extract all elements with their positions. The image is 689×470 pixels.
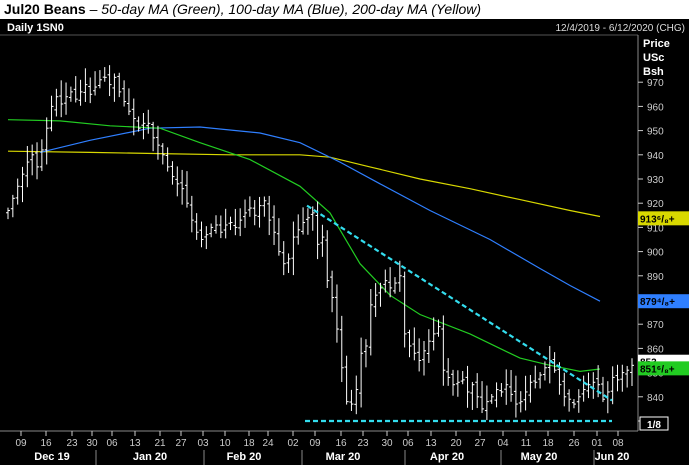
descending-trendline <box>306 204 613 402</box>
month-label: Dec 19 <box>34 451 69 463</box>
chart-title: Jul20 Beans – 50-day MA (Green), 100-day… <box>4 1 481 17</box>
x-tick-label: 27 <box>474 438 486 449</box>
y-tick-label: 920 <box>647 199 664 210</box>
y-tick-label: 910 <box>647 223 664 234</box>
x-tick-label: 13 <box>129 438 141 449</box>
x-tick-label: 30 <box>381 438 393 449</box>
x-tick-label: 24 <box>262 438 274 449</box>
month-label: Apr 20 <box>430 451 464 463</box>
contract-name: Jul20 Beans <box>4 1 86 17</box>
x-tick-label: 06 <box>106 438 118 449</box>
time-axis: 09 16 23 30 06 13 21 27 03 10 18 24 02 09 16 23 30 06 13 20… <box>15 431 629 465</box>
y-tick-label: 930 <box>647 175 664 186</box>
chart-info-strip: Daily 1SN0 12/4/2019 - 6/12/2020 (CHG) <box>0 19 689 36</box>
ma-200-line <box>7 150 601 218</box>
month-label: May 20 <box>521 451 558 463</box>
trendlines <box>305 204 613 423</box>
symbol-label: Daily 1SN0 <box>7 22 64 34</box>
ma-100-tag-text: 879⁴/₈+ <box>640 297 675 308</box>
price-chart[interactable]: Daily 1SN0 12/4/2019 - 6/12/2020 (CHG) P… <box>0 19 689 465</box>
month-label: Mar 20 <box>326 451 361 463</box>
x-tick-label: 20 <box>450 438 462 449</box>
chart-title-bar: Jul20 Beans – 50-day MA (Green), 100-day… <box>0 0 689 19</box>
ma-50-tag-bg <box>638 361 689 376</box>
x-tick-label: 18 <box>243 438 255 449</box>
x-tick-label: 26 <box>568 438 580 449</box>
x-tick-label: 21 <box>154 438 166 449</box>
y-tick-label: 960 <box>647 102 664 113</box>
month-label: Jun 20 <box>595 451 630 463</box>
ma-description: 50-day MA (Green), 100-day MA (Blue), 20… <box>101 1 481 17</box>
corner-box: 1/8 <box>639 416 669 431</box>
ma-200-tag-bg <box>638 211 689 226</box>
x-tick-label: 11 <box>521 438 532 449</box>
month-label: Jan 20 <box>133 451 167 463</box>
x-tick-label: 04 <box>497 438 509 449</box>
y-tick-label: 840 <box>647 393 664 404</box>
month-label: Feb 20 <box>227 451 262 463</box>
x-tick-label: 08 <box>612 438 624 449</box>
title-separator: – <box>85 1 102 17</box>
y-tick-label: 890 <box>647 272 664 283</box>
x-tick-label: 06 <box>402 438 414 449</box>
x-tick-label: 01 <box>591 438 603 449</box>
unit-price: Price <box>643 38 670 50</box>
x-tick-label: 23 <box>357 438 369 449</box>
x-tick-label: 13 <box>425 438 437 449</box>
x-tick-label: 09 <box>309 438 321 449</box>
price-tags: 913⁶/₈+879⁴/₈+853851⁶/₈+ <box>638 211 689 376</box>
x-tick-label: 27 <box>175 438 187 449</box>
y-tick-label: 970 <box>647 78 664 89</box>
x-tick-label: 16 <box>335 438 347 449</box>
x-tick-label: 23 <box>66 438 78 449</box>
x-tick-label: 09 <box>15 438 27 449</box>
x-tick-label: 02 <box>287 438 299 449</box>
x-tick-label: 03 <box>197 438 209 449</box>
price-unit-label: Price USc Bsh <box>643 38 670 78</box>
y-tick-label: 900 <box>647 248 664 259</box>
unit-usc: USc <box>643 52 664 64</box>
y-tick-label: 860 <box>647 344 664 355</box>
x-tick-label: 16 <box>40 438 52 449</box>
x-tick-label: 30 <box>86 438 98 449</box>
x-tick-label: 18 <box>542 438 554 449</box>
ma-200-tag-text: 913⁶/₈+ <box>640 214 675 225</box>
ma-50-line <box>7 119 601 373</box>
ma-100-tag-bg <box>638 294 689 309</box>
unit-bsh: Bsh <box>643 66 664 78</box>
y-tick-label: 950 <box>647 127 664 138</box>
date-range-label: 12/4/2019 - 6/12/2020 (CHG) <box>555 23 685 34</box>
y-tick-label: 940 <box>647 151 664 162</box>
corner-label: 1/8 <box>647 420 661 431</box>
x-tick-label: 10 <box>219 438 231 449</box>
y-tick-label: 870 <box>647 320 664 331</box>
chart-area[interactable]: Daily 1SN0 12/4/2019 - 6/12/2020 (CHG) P… <box>0 19 689 465</box>
ma-50-tag-text: 851⁶/₈+ <box>640 364 675 375</box>
moving-averages <box>7 119 601 373</box>
